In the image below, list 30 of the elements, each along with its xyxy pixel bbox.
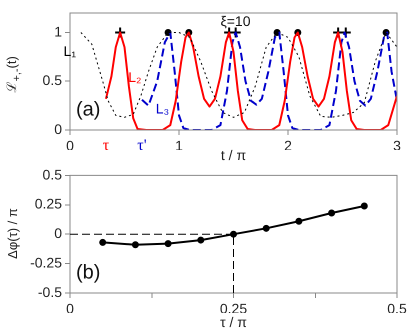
text: τ' (137, 137, 147, 154)
annotation: ξ=10 (220, 12, 251, 29)
annotation: (a) (76, 98, 100, 121)
y-tick-label: 0.5 (42, 72, 62, 88)
y-axis-title: Δφ(τ) / π (4, 206, 20, 260)
point (132, 241, 139, 248)
point (360, 202, 368, 210)
annotation: (b) (76, 262, 100, 284)
point (164, 240, 172, 248)
point (262, 224, 270, 232)
series-label: L₁ (64, 43, 76, 60)
point (197, 236, 204, 244)
y-tick-label: 0.25 (34, 196, 62, 212)
x-axis-title: t / π (220, 147, 246, 163)
y-tick-label: 0.5 (42, 166, 62, 182)
point (328, 210, 336, 217)
y-tick-label: 1 (54, 23, 62, 40)
y-tick-label: 0 (54, 120, 62, 137)
point (99, 238, 106, 246)
point (230, 230, 237, 238)
series-label: L₃ (156, 100, 170, 116)
x-axis-title: τ / π (220, 314, 247, 330)
y-tick-label: 0 (54, 225, 62, 242)
y-tick-label: -0.25 (30, 254, 62, 270)
x-tick-label: 2 (284, 137, 292, 154)
y-tick-label: -0.5 (38, 284, 62, 300)
point (295, 218, 302, 225)
text: τ (102, 137, 110, 154)
series-label: L₂ (128, 68, 142, 85)
x-tick-label: 1 (175, 137, 184, 154)
